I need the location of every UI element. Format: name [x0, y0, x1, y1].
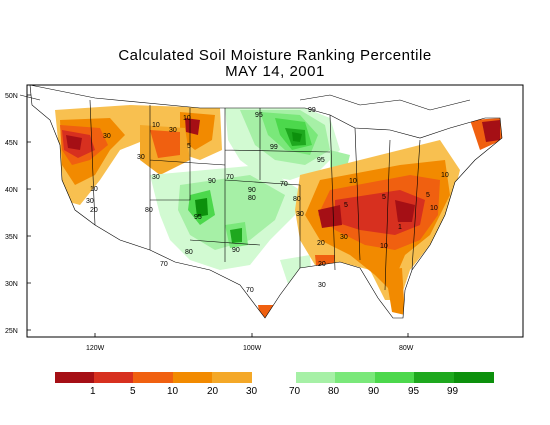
longitude-axis: 120W 100W 80W	[86, 333, 414, 352]
contour-label: 10	[441, 172, 449, 179]
lat-tick-label: 50N	[5, 93, 18, 100]
contour-label: 10	[152, 122, 160, 129]
contour-label: 10	[349, 178, 357, 185]
dry-legend-swatch	[55, 372, 94, 383]
contour-label: 30	[137, 154, 145, 161]
dry-legend-label: 1	[90, 386, 96, 397]
contour-label: 30	[152, 174, 160, 181]
contour-label: 30	[296, 211, 304, 218]
dry-legend-swatch	[212, 372, 252, 383]
contour-label: 30	[86, 198, 94, 205]
contour-label: 80	[248, 195, 256, 202]
contour-label: 90	[232, 247, 240, 254]
lat-tick-label: 40N	[5, 187, 18, 194]
dry-legend-label: 10	[167, 386, 179, 397]
lon-tick-label: 80W	[399, 345, 414, 352]
contour-label: 10	[183, 115, 191, 122]
wet-legend-label: 95	[408, 386, 420, 397]
contour-label: 5	[382, 194, 386, 201]
lon-tick-label: 120W	[86, 345, 105, 352]
dry-legend-swatch	[94, 372, 133, 383]
contour-labels: 30 10 30 10 30 10 30 20 80 5 30 90 95 70…	[86, 107, 449, 294]
contour-label: 5	[426, 192, 430, 199]
wet-legend-swatch	[414, 372, 454, 383]
wet-legend: 70 80 90 95 99	[289, 372, 494, 397]
contour-label: 90	[208, 178, 216, 185]
contour-label: 30	[340, 234, 348, 241]
contour-label: 80	[185, 249, 193, 256]
contour-label: 99	[308, 107, 316, 114]
wet-legend-label: 90	[368, 386, 380, 397]
contour-label: 70	[226, 174, 234, 181]
dry-legend: 1 5 10 20 30	[55, 372, 258, 397]
wet-legend-swatch	[454, 372, 494, 383]
contour-label: 10	[90, 186, 98, 193]
dry-legend-swatch	[173, 372, 212, 383]
dry-legend-label: 20	[207, 386, 219, 397]
wet-legend-swatch	[335, 372, 375, 383]
wet-legend-swatch	[375, 372, 414, 383]
soil-moisture-fields	[55, 105, 502, 318]
map-borders	[19, 84, 503, 319]
lon-tick-label: 100W	[243, 345, 262, 352]
contour-label: 95	[255, 112, 263, 119]
contour-label: 70	[280, 181, 288, 188]
contour-label: 10	[380, 243, 388, 250]
contour-label: 30	[318, 282, 326, 289]
contour-label: 5	[187, 143, 191, 150]
latitude-axis: 50N 45N 40N 35N 30N 25N	[5, 93, 31, 335]
contour-label: 80	[145, 207, 153, 214]
contour-label: 20	[318, 261, 326, 268]
map-title-line1: Calculated Soil Moisture Ranking Percent…	[118, 47, 432, 64]
contour-label: 30	[169, 127, 177, 134]
contour-label: 1	[398, 224, 402, 231]
contour-label: 95	[317, 157, 325, 164]
lat-tick-label: 30N	[5, 281, 18, 288]
lat-tick-label: 25N	[5, 328, 18, 335]
dry-legend-swatch	[133, 372, 173, 383]
contour-label: 30	[103, 133, 111, 140]
contour-label: 70	[246, 287, 254, 294]
wet-legend-label: 70	[289, 386, 301, 397]
lat-tick-label: 35N	[5, 234, 18, 241]
map-title-line2: MAY 14, 2001	[225, 63, 325, 80]
dry-legend-label: 30	[246, 386, 258, 397]
contour-label: 70	[160, 261, 168, 268]
contour-label: 80	[293, 196, 301, 203]
contour-label: 95	[194, 214, 202, 221]
lat-tick-label: 45N	[5, 140, 18, 147]
contour-label: 5	[344, 202, 348, 209]
contour-label: 20	[90, 207, 98, 214]
dry-legend-label: 5	[130, 386, 136, 397]
contour-label: 99	[270, 144, 278, 151]
wet-legend-label: 99	[447, 386, 459, 397]
wet-legend-swatch	[296, 372, 335, 383]
contour-label: 20	[317, 240, 325, 247]
contour-label: 90	[248, 187, 256, 194]
contour-label: 10	[430, 205, 438, 212]
wet-legend-label: 80	[328, 386, 340, 397]
